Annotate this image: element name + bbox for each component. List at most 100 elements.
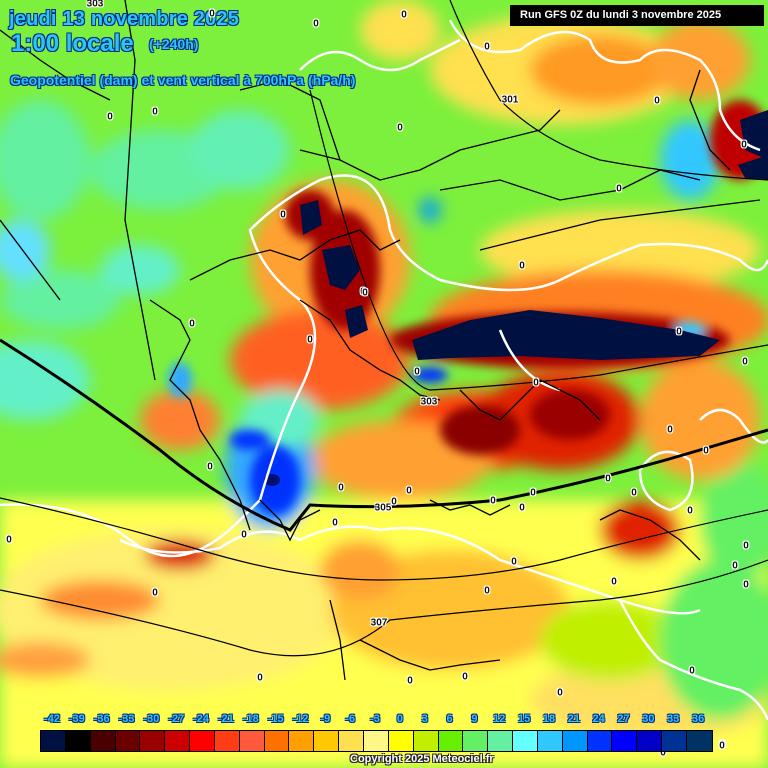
zero-contour-label: 0 <box>533 377 539 389</box>
legend-swatch <box>513 731 538 751</box>
legend-tick-label: -18 <box>242 713 259 725</box>
legend-tick-label: -21 <box>217 713 234 725</box>
legend-tick-label: 30 <box>642 713 655 725</box>
legend-tick-label: -30 <box>143 713 160 725</box>
forecast-date: jeudi 13 novembre 2025 <box>9 8 240 30</box>
zero-contour-label: 0 <box>338 482 344 494</box>
legend-swatch <box>165 731 191 751</box>
zero-contour-label: 0 <box>530 487 536 499</box>
geopotential-label: 303 <box>420 396 438 408</box>
zero-contour-label: 0 <box>313 18 319 30</box>
legend-swatch <box>438 731 464 751</box>
zero-contour-label: 0 <box>631 487 637 499</box>
zero-contour-label: 0 <box>280 209 286 221</box>
zero-contour-label: 0 <box>687 505 693 517</box>
legend-swatch <box>662 731 687 751</box>
zero-contour-label: 0 <box>743 540 749 552</box>
legend-swatch <box>90 731 116 751</box>
legend-swatch <box>363 731 389 751</box>
zero-contour-label: 0 <box>107 111 113 123</box>
zero-contour-label: 0 <box>6 534 12 546</box>
legend-tick-label: 21 <box>567 713 580 725</box>
legend-tick-label: -15 <box>267 713 284 725</box>
copyright-notice: Copyright 2025 Meteociel.fr <box>350 753 494 765</box>
zero-contour-label: 0 <box>557 687 563 699</box>
zero-contour-label: 0 <box>401 9 407 21</box>
zero-contour-label: 0 <box>689 665 695 677</box>
legend-swatch <box>686 731 712 751</box>
legend-swatch <box>65 731 91 751</box>
legend-tick-label: -33 <box>118 713 135 725</box>
legend-tick-label: 12 <box>493 713 506 725</box>
zero-contour-label: 0 <box>362 287 368 299</box>
legend-swatch <box>488 731 514 751</box>
legend-tick-label: -9 <box>320 713 331 725</box>
legend-swatch <box>537 731 563 751</box>
legend-tick-label: 27 <box>617 713 630 725</box>
legend-swatch <box>463 731 489 751</box>
legend-tick-label: -27 <box>168 713 185 725</box>
legend-swatch <box>214 731 240 751</box>
legend-swatch <box>314 731 340 751</box>
zero-contour-label: 0 <box>611 576 617 588</box>
legend-swatch <box>289 731 315 751</box>
zero-contour-label: 0 <box>207 461 213 473</box>
zero-contour-label: 0 <box>743 579 749 591</box>
zero-contour-label: 0 <box>484 41 490 53</box>
legend-swatch <box>612 731 638 751</box>
zero-contour-label: 0 <box>720 739 726 751</box>
forecast-time: 1:00 locale <box>11 30 134 57</box>
zero-contour-label: 0 <box>257 672 263 684</box>
zero-contour-label: 0 <box>152 587 158 599</box>
legend-swatch <box>339 731 364 751</box>
zero-contour-label: 0 <box>360 286 366 298</box>
zero-contour-label: 0 <box>307 334 313 346</box>
zero-contour-label: 0 <box>741 139 747 151</box>
zero-contour-label: 0 <box>391 496 397 508</box>
zero-contour-label: 0 <box>462 671 468 683</box>
zero-contour-label: 0 <box>676 326 682 338</box>
legend-tick-label: 3 <box>421 713 428 725</box>
geopotential-label: 305 <box>374 502 392 514</box>
legend-tick-label: -6 <box>345 713 356 725</box>
legend-swatch <box>413 731 439 751</box>
legend-swatch <box>388 731 414 751</box>
zero-contour-label: 0 <box>742 356 748 368</box>
legend-tick-label: -39 <box>68 713 85 725</box>
zero-contour-label: 0 <box>332 517 338 529</box>
geopotential-label: 307 <box>370 617 388 629</box>
zero-contour-label: 0 <box>732 560 738 572</box>
zero-contour-label: 0 <box>406 485 412 497</box>
legend-swatch <box>115 731 141 751</box>
legend-tick-label: -24 <box>193 713 210 725</box>
legend-swatch <box>140 731 166 751</box>
legend-tick-label: 36 <box>691 713 705 725</box>
zero-contour-label: 0 <box>654 95 660 107</box>
geopotential-label: 303 <box>86 0 104 10</box>
field-cores <box>264 110 768 486</box>
model-run-label: Run GFS 0Z du lundi 3 novembre 2025 <box>510 5 764 26</box>
legend-tick-label: 24 <box>592 713 605 725</box>
zero-contour-label: 0 <box>660 747 666 759</box>
zero-contour-label: 0 <box>189 318 195 330</box>
zero-contour-label: 0 <box>209 8 215 20</box>
legend-swatch <box>587 731 613 751</box>
forecast-lead-time: (+240h) <box>149 36 199 52</box>
zero-contour-label: 0 <box>703 445 709 457</box>
zero-contour-label: 0 <box>511 556 517 568</box>
color-legend <box>40 730 713 752</box>
zero-contour-label: 0 <box>605 473 611 485</box>
field-description: Geopotentiel (dam) et vent vertical à 70… <box>10 72 356 88</box>
legend-tick-label: 9 <box>471 713 478 725</box>
zero-contour-label: 0 <box>519 260 525 272</box>
legend-tick-label: 33 <box>667 713 680 725</box>
legend-end-label: 0 <box>719 740 725 752</box>
coastlines-borders <box>0 0 761 681</box>
zero-contour-label: 0 <box>719 739 725 751</box>
zero-contour-label: 0 <box>484 585 490 597</box>
zero-contour-label: 0 <box>241 529 247 541</box>
zero-contour-label: 0 <box>414 366 420 378</box>
legend-tick-label: -12 <box>292 713 309 725</box>
